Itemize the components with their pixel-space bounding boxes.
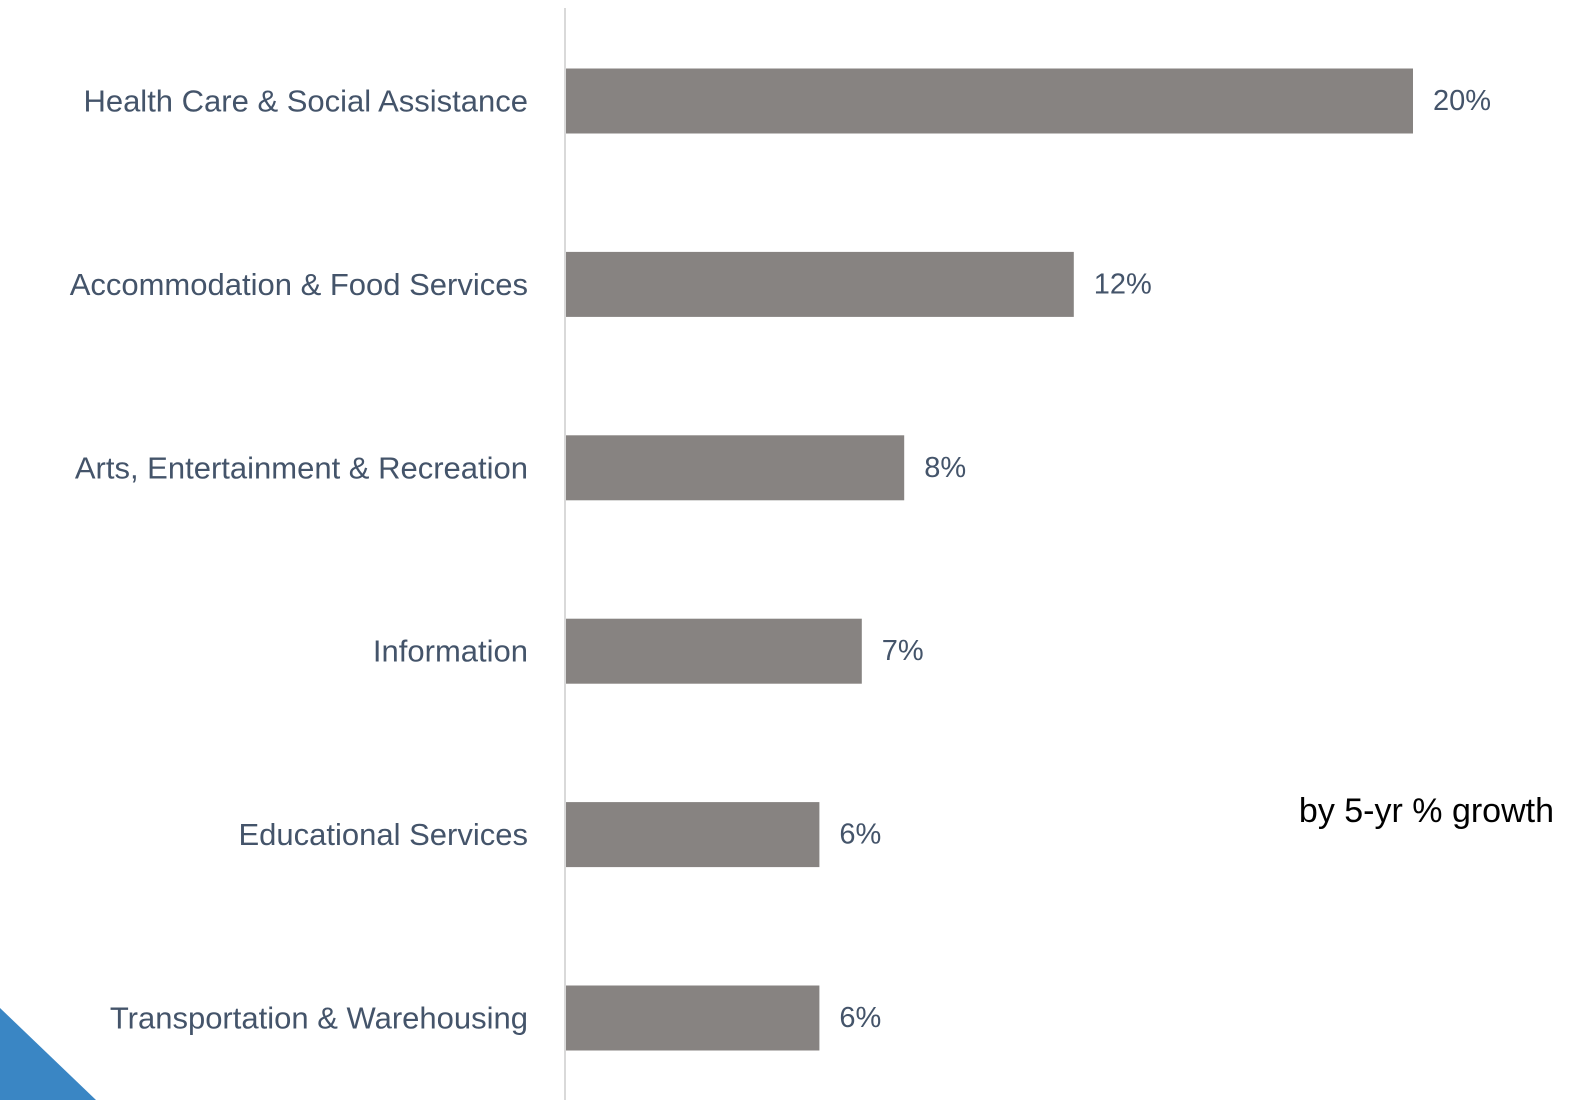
bars-layer: Health Care & Social Assistance 20% Accomm… [70, 68, 1491, 1051]
data-label: 7% [882, 635, 924, 667]
bar [565, 802, 820, 868]
bar [565, 68, 1413, 134]
chart-subtitle: by 5-yr % growth [1298, 792, 1554, 830]
category-label: Information [373, 634, 528, 669]
data-label: 6% [839, 1002, 881, 1034]
bar [565, 251, 1074, 317]
bar [565, 435, 905, 501]
category-label: Health Care & Social Assistance [83, 84, 528, 119]
data-label: 8% [924, 452, 966, 484]
bar [565, 985, 820, 1051]
data-label: 12% [1094, 268, 1152, 300]
data-label: 20% [1433, 85, 1491, 117]
corner-accent-triangle [0, 1008, 96, 1100]
category-label: Educational Services [239, 817, 529, 852]
bar [565, 618, 862, 684]
category-label: Transportation & Warehousing [110, 1001, 528, 1036]
category-label: Accommodation & Food Services [70, 267, 528, 302]
data-label: 6% [839, 819, 881, 851]
category-label: Arts, Entertainment & Recreation [75, 450, 528, 485]
corner-accent-decoration [0, 1008, 96, 1100]
